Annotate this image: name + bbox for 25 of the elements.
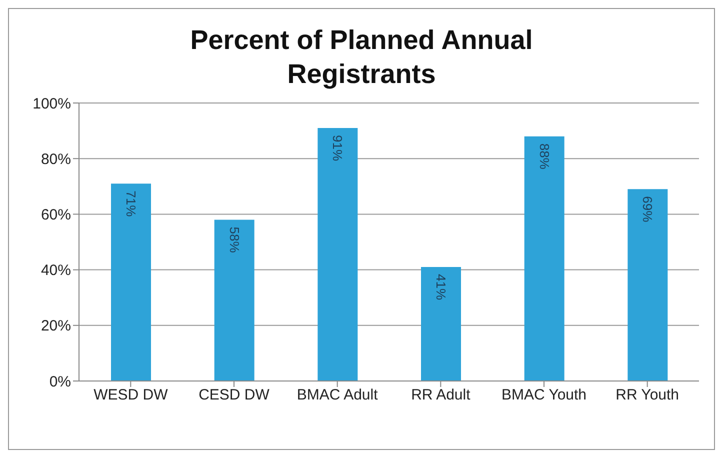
bar — [628, 189, 668, 381]
data-label: 41% — [434, 274, 448, 300]
data-label: 58% — [226, 226, 242, 254]
bar — [111, 184, 151, 381]
y-tick-label: 20% — [40, 318, 71, 335]
x-tick-label: BMAC Adult — [296, 386, 379, 404]
data-label: 71% — [124, 190, 138, 218]
data-label: 91% — [330, 135, 346, 162]
chart-title: Percent of Planned Annual Registrants — [189, 24, 534, 91]
y-tick-label: 0% — [49, 373, 71, 390]
y-tick-label: 80% — [40, 150, 71, 168]
x-tick-label: CESD DW — [198, 386, 270, 404]
y-tick-label: 40% — [40, 262, 71, 280]
bar — [421, 267, 461, 381]
bar — [318, 128, 358, 381]
data-label: 69% — [640, 196, 656, 223]
bar — [214, 220, 254, 381]
x-tick-label: BMAC Youth — [501, 386, 587, 404]
data-label: 88% — [536, 143, 552, 170]
y-tick-label: 60% — [40, 206, 71, 224]
bar — [524, 136, 564, 381]
x-tick-label: RR Adult — [411, 386, 472, 404]
x-tick-label: WESD DW — [94, 386, 169, 404]
y-tick-label: 100% — [32, 95, 71, 112]
x-tick-label: RR Youth — [616, 386, 680, 404]
